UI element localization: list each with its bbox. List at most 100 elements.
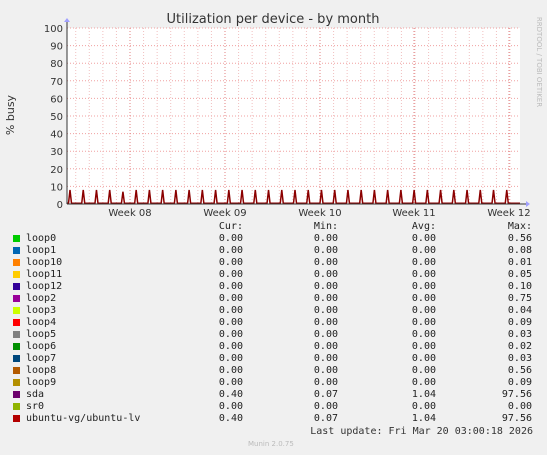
legend-min: 0.00 [313,341,338,352]
legend-avg: 0.00 [411,257,436,268]
legend-cur: 0.00 [218,329,243,340]
legend-max: 0.75 [507,293,532,304]
legend-min: 0.00 [313,245,338,256]
legend-avg: 0.00 [411,269,436,280]
legend-swatch [13,235,20,242]
legend-min: 0.00 [313,293,338,304]
legend-row: loop11 0.00 0.00 0.00 0.05 [0,269,547,281]
y-tick-label: 60 [50,94,63,105]
legend-avg: 0.00 [411,341,436,352]
legend-label: loop7 [26,353,57,364]
legend-avg: 0.00 [411,317,436,328]
legend-swatch [13,295,20,302]
legend-min: 0.00 [313,353,338,364]
x-axis-arrow [526,201,530,207]
y-ticks: 0 10 20 30 40 50 60 70 80 90 100 [44,24,63,211]
legend-label: loop8 [26,365,57,376]
legend-min: 0.00 [313,401,338,412]
legend-min: 0.00 [313,317,338,328]
legend-swatch [13,379,20,386]
legend-cur: 0.00 [218,377,243,388]
chart-title: Utilization per device - by month [167,12,380,27]
legend-row: sr0 0.00 0.00 0.00 0.00 [0,401,547,413]
header-min: Min: [313,221,338,232]
legend-row: loop3 0.00 0.00 0.00 0.04 [0,305,547,317]
legend-max: 0.02 [507,341,532,352]
legend-avg: 0.00 [411,365,436,376]
chart: Utilization per device - by month % busy… [4,12,543,219]
y-tick-label: 20 [50,165,63,176]
legend-cur: 0.00 [218,365,243,376]
y-tick-label: 30 [50,147,63,158]
legend-label: loop6 [26,341,57,352]
legend-max: 97.56 [501,413,532,424]
legend-swatch [13,247,20,254]
legend-max: 0.01 [507,257,532,268]
legend-row: loop0 0.00 0.00 0.00 0.56 [0,233,547,245]
plot-area [67,28,520,204]
legend-cur: 0.00 [218,305,243,316]
legend-label: loop3 [26,305,57,316]
legend-max: 0.10 [507,281,532,292]
legend-avg: 0.00 [411,305,436,316]
y-axis-label: % busy [4,94,17,135]
legend-label: ubuntu-vg/ubuntu-lv [26,413,141,424]
legend-min: 0.00 [313,329,338,340]
legend-label: loop0 [26,233,57,244]
legend-avg: 0.00 [411,377,436,388]
legend-min: 0.00 [313,377,338,388]
legend-row: loop5 0.00 0.00 0.00 0.03 [0,329,547,341]
legend-avg: 0.00 [411,329,436,340]
header-cur: Cur: [218,221,243,232]
legend-swatch [13,259,20,266]
legend-max: 0.08 [507,245,532,256]
legend-max: 0.56 [507,365,532,376]
legend-label: loop9 [26,377,57,388]
legend-swatch [13,367,20,374]
legend-avg: 0.00 [411,233,436,244]
header-avg: Avg: [411,221,436,232]
legend-cur: 0.00 [218,317,243,328]
legend-row: sda 0.40 0.07 1.04 97.56 [0,389,547,401]
legend-label: loop11 [26,269,63,280]
legend-row: loop7 0.00 0.00 0.00 0.03 [0,353,547,365]
watermark: RRDTOOL / TOBI OETIKER [535,17,543,107]
legend-row: loop4 0.00 0.00 0.00 0.09 [0,317,547,329]
legend-avg: 0.00 [411,245,436,256]
legend-min: 0.00 [313,281,338,292]
y-tick-label: 100 [44,24,63,35]
legend-row: loop6 0.00 0.00 0.00 0.02 [0,341,547,353]
legend-cur: 0.00 [218,257,243,268]
legend-label: loop4 [26,317,57,328]
legend-swatch [13,331,20,338]
legend-cur: 0.00 [218,341,243,352]
legend-cur: 0.40 [218,389,243,400]
legend-label: loop1 [26,245,57,256]
x-tick-label: Week 10 [298,208,341,219]
legend-row: loop12 0.00 0.00 0.00 0.10 [0,281,547,293]
legend-cur: 0.40 [218,413,243,424]
legend-max: 0.00 [507,401,532,412]
legend-cur: 0.00 [218,269,243,280]
y-tick-label: 80 [50,59,63,70]
series-line-sda [67,189,520,205]
legend-cur: 0.00 [218,233,243,244]
legend-max: 0.03 [507,353,532,364]
y-tick-label: 70 [50,77,63,88]
legend-max: 0.03 [507,329,532,340]
legend-max: 0.05 [507,269,532,280]
y-tick-label: 10 [50,182,63,193]
legend-label: loop12 [26,281,63,292]
axes [64,18,530,207]
x-tick-label: Week 11 [392,208,435,219]
legend-max: 97.56 [501,389,532,400]
legend-swatch [13,307,20,314]
legend-row: loop2 0.00 0.00 0.00 0.75 [0,293,547,305]
legend-swatch [13,415,20,422]
legend-max: 0.09 [507,377,532,388]
legend-min: 0.00 [313,269,338,280]
legend-min: 0.00 [313,257,338,268]
legend-label: loop2 [26,293,57,304]
legend-min: 0.00 [313,365,338,376]
x-tick-label: Week 08 [108,208,151,219]
